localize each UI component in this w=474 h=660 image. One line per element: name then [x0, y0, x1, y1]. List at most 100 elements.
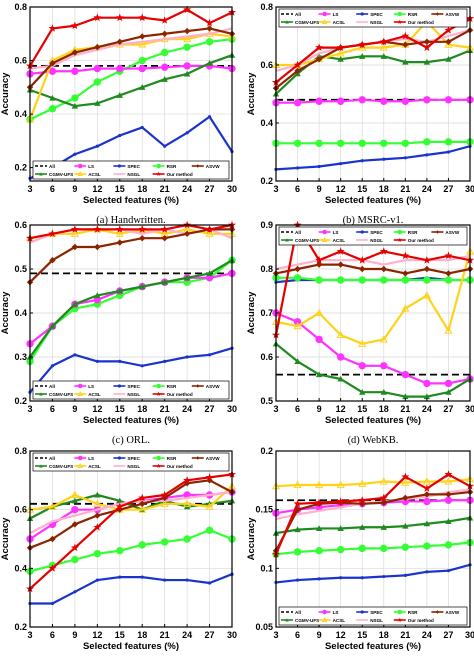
data-point	[116, 497, 123, 504]
data-point	[402, 494, 409, 502]
legend-label: Our method	[167, 172, 193, 177]
series-line-acsl	[276, 20, 471, 67]
data-point	[336, 545, 345, 554]
legend-marker	[321, 19, 328, 24]
legend-label: CGMV-UFS	[49, 172, 73, 177]
data-point	[93, 64, 102, 73]
data-point	[358, 362, 366, 370]
data-point	[423, 520, 431, 527]
x-tick-label: 30	[465, 404, 474, 414]
data-point	[446, 150, 451, 154]
data-point	[315, 547, 323, 555]
data-point	[336, 247, 345, 255]
x-tick-label: 18	[137, 630, 147, 640]
data-point	[140, 575, 144, 579]
legend-marker	[397, 617, 403, 622]
data-point	[337, 261, 344, 268]
data-point	[380, 524, 387, 530]
y-tick-label: 0.2	[14, 396, 27, 406]
series-line-spec	[275, 563, 471, 584]
y-tick-label: 0.8	[260, 264, 273, 274]
data-point	[293, 274, 302, 282]
data-point	[422, 256, 431, 264]
legend-marker	[322, 609, 327, 615]
legend-marker	[77, 163, 83, 169]
x-axis-label: Selected features (%)	[325, 195, 421, 206]
data-point	[206, 60, 213, 66]
legend-label: RSR	[408, 610, 418, 615]
y-tick-label: 0.6	[14, 220, 27, 230]
legend-marker	[196, 384, 200, 388]
data-point	[402, 41, 409, 48]
data-point	[379, 247, 388, 255]
chart-panel-1: 3 6 9 12 15 18 21 24 27 30 0.2 0.4 0.6 0.8 Selected fe…	[0, 2, 237, 226]
data-point	[49, 94, 56, 101]
x-tick-label: 18	[379, 404, 389, 414]
plot-area	[276, 7, 470, 181]
legend-label: RSR	[167, 384, 177, 389]
y-axis-label: Accuracy	[246, 291, 257, 334]
data-point	[401, 139, 410, 148]
series-line-spec	[30, 573, 233, 605]
data-point	[116, 64, 124, 73]
x-tick-label: 30	[227, 184, 237, 194]
legend-label: RSR	[408, 230, 418, 235]
y-tick-label: 0.8	[14, 2, 27, 12]
legend-label: LS	[333, 230, 339, 235]
data-point	[163, 578, 167, 582]
chart-panel-2: 3 6 9 12 15 18 21 24 27 30 0.2 0.4 0.6 0.8 Selected fe…	[246, 2, 474, 226]
data-point	[315, 371, 323, 378]
x-axis-label: Selected features (%)	[325, 641, 421, 652]
y-tick-label: 0.15	[255, 505, 273, 515]
x-tick-label: 3	[27, 184, 32, 194]
data-point	[207, 115, 212, 119]
legend-marker	[77, 171, 83, 176]
y-tick-label: 0.8	[260, 2, 273, 12]
data-point	[401, 251, 410, 260]
x-tick-label: 9	[317, 630, 322, 640]
data-point	[444, 326, 453, 334]
data-point	[294, 358, 301, 364]
data-point	[183, 5, 192, 14]
legend-label: CGMV-UFS	[49, 392, 73, 397]
y-axis-label: Accuracy	[0, 291, 11, 334]
legend-marker	[156, 463, 161, 468]
data-point	[161, 235, 168, 242]
data-point	[207, 581, 212, 585]
plot-area	[276, 451, 470, 627]
data-point	[71, 67, 79, 75]
data-point	[93, 225, 102, 233]
series-line-our-method	[275, 17, 471, 84]
legend-label: CGMV-UFS	[295, 618, 319, 623]
data-point	[339, 576, 343, 580]
legend-marker	[156, 383, 161, 389]
data-point	[295, 578, 300, 582]
legend-label: ASVW	[445, 230, 459, 235]
legend-marker	[397, 237, 403, 242]
x-tick-label: 3	[273, 630, 278, 640]
data-point	[423, 138, 431, 146]
data-point	[444, 96, 453, 104]
data-point	[160, 225, 169, 233]
x-tick-label: 24	[422, 184, 432, 194]
x-tick-label: 27	[205, 630, 215, 640]
data-point	[401, 478, 410, 486]
data-point	[317, 164, 321, 169]
x-tick-label: 24	[182, 404, 192, 414]
legend-marker	[285, 238, 289, 242]
data-point	[317, 577, 321, 581]
chart-panel-5: 3 6 9 12 15 18 21 24 27 30 0.2 0.4 0.6 0.8 Selected fe…	[0, 446, 237, 652]
data-point	[293, 321, 302, 330]
legend-marker	[321, 617, 328, 622]
data-point	[444, 379, 453, 388]
y-tick-label: 0.2	[14, 163, 27, 173]
data-point	[139, 235, 146, 242]
legend-marker	[285, 20, 289, 24]
data-point	[358, 276, 366, 284]
legend-marker	[397, 229, 403, 235]
data-point	[336, 139, 345, 148]
data-point	[380, 499, 387, 506]
data-point	[116, 38, 123, 45]
data-point	[71, 243, 79, 251]
data-point	[339, 162, 343, 166]
